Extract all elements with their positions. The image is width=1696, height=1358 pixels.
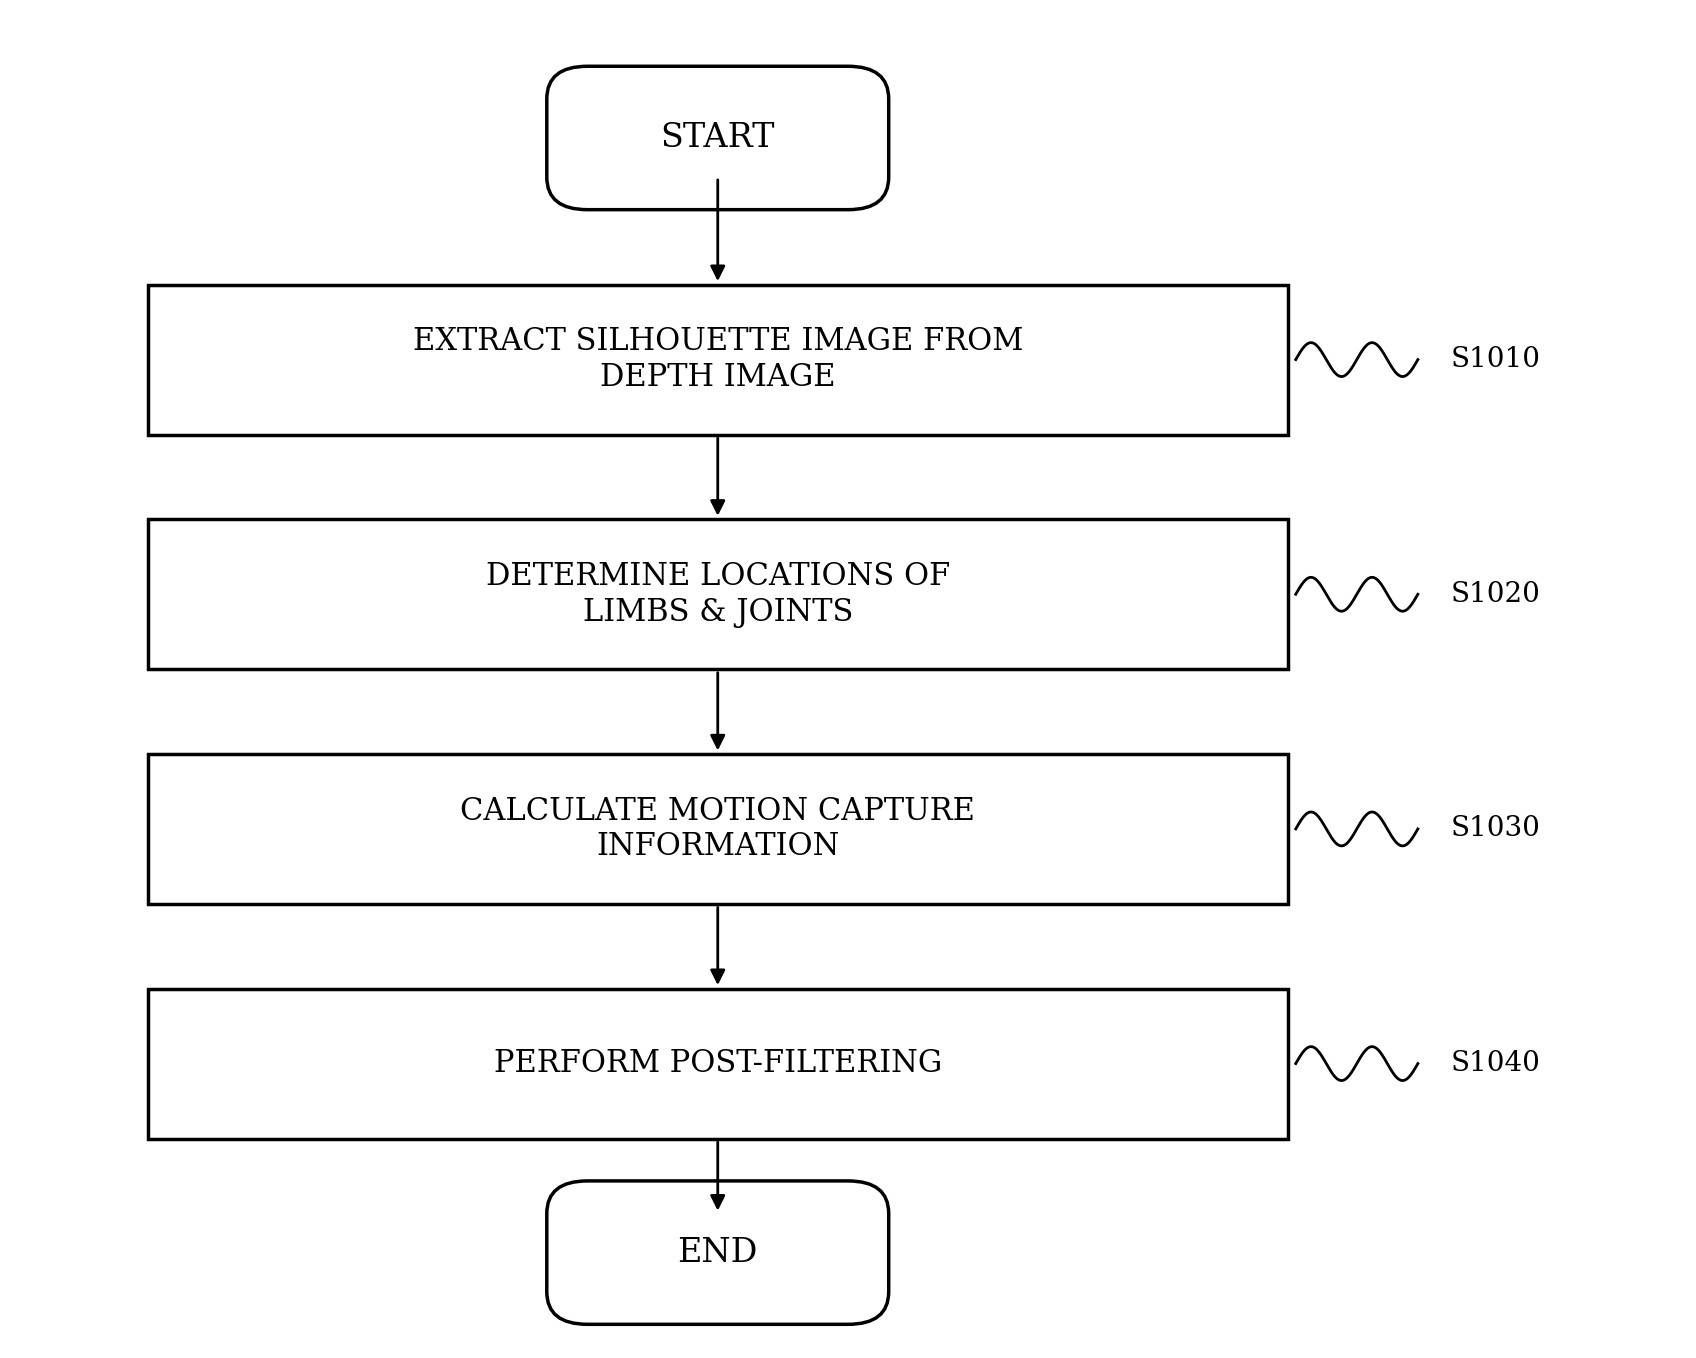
Text: EXTRACT SILHOUETTE IMAGE FROM
DEPTH IMAGE: EXTRACT SILHOUETTE IMAGE FROM DEPTH IMAG… <box>412 326 1023 392</box>
FancyBboxPatch shape <box>546 67 889 209</box>
Text: S1010: S1010 <box>1450 346 1540 373</box>
Text: S1020: S1020 <box>1450 581 1540 608</box>
Text: S1030: S1030 <box>1450 815 1540 842</box>
Text: START: START <box>660 122 775 153</box>
FancyBboxPatch shape <box>148 754 1287 904</box>
Text: S1040: S1040 <box>1450 1050 1540 1077</box>
FancyBboxPatch shape <box>546 1181 889 1324</box>
Text: PERFORM POST-FILTERING: PERFORM POST-FILTERING <box>494 1048 941 1080</box>
FancyBboxPatch shape <box>148 285 1287 435</box>
FancyBboxPatch shape <box>148 989 1287 1138</box>
Text: END: END <box>678 1237 758 1268</box>
FancyBboxPatch shape <box>148 519 1287 669</box>
Text: CALCULATE MOTION CAPTURE
INFORMATION: CALCULATE MOTION CAPTURE INFORMATION <box>460 796 975 862</box>
Text: DETERMINE LOCATIONS OF
LIMBS & JOINTS: DETERMINE LOCATIONS OF LIMBS & JOINTS <box>485 561 950 627</box>
